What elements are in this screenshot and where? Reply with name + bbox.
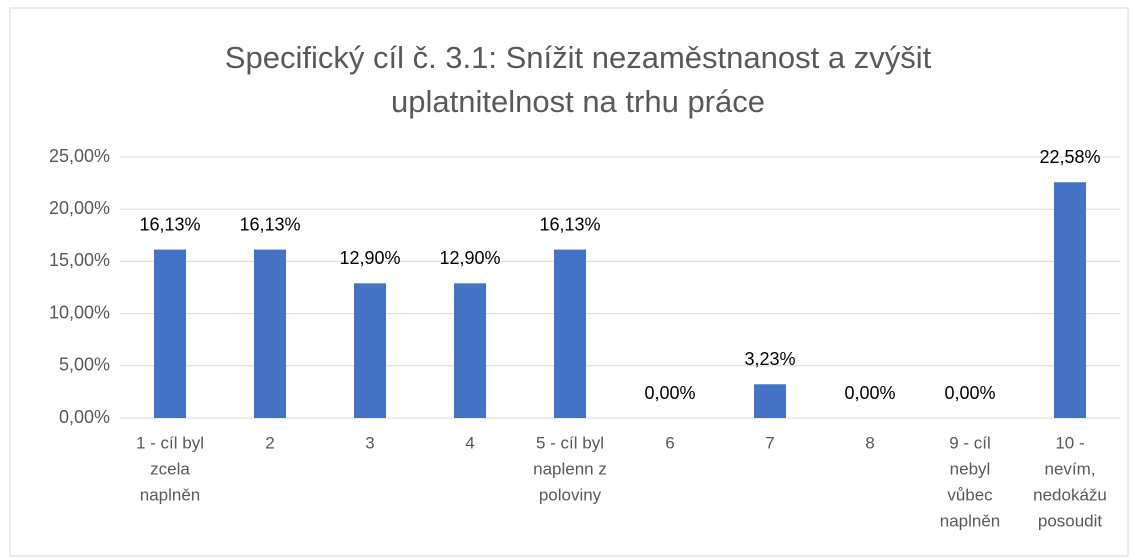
x-tick-label: vůbec — [947, 485, 993, 504]
x-tick-label: 10 - — [1055, 433, 1084, 452]
x-tick-label: naplněn — [140, 485, 201, 504]
data-label: 3,23% — [744, 349, 795, 369]
data-label: 12,90% — [439, 248, 500, 268]
x-tick-label: posoudit — [1038, 511, 1103, 530]
x-tick-label: nevím, — [1044, 459, 1095, 478]
x-tick-label: 1 - cíl byl — [136, 433, 204, 452]
x-tick-label: nedokážu — [1033, 485, 1107, 504]
x-tick-label: naplněn — [940, 511, 1001, 530]
data-label: 22,58% — [1039, 147, 1100, 167]
data-label: 16,13% — [139, 214, 200, 234]
bar — [154, 249, 186, 418]
x-tick-label: zcela — [150, 459, 190, 478]
x-tick-label: 3 — [365, 433, 374, 452]
bar — [754, 384, 786, 418]
bar — [354, 283, 386, 418]
y-tick-label: 10,00% — [49, 302, 110, 322]
x-tick-label: 6 — [665, 433, 674, 452]
data-label: 16,13% — [539, 214, 600, 234]
data-label: 12,90% — [339, 248, 400, 268]
x-tick-label: 7 — [765, 433, 774, 452]
bar — [254, 249, 286, 418]
bar — [554, 249, 586, 418]
x-tick-label: poloviny — [539, 485, 602, 504]
y-tick-label: 15,00% — [49, 250, 110, 270]
x-tick-label: 8 — [865, 433, 874, 452]
x-tick-label: 4 — [465, 433, 474, 452]
y-tick-label: 20,00% — [49, 198, 110, 218]
x-tick-label: 9 - cíl — [949, 433, 991, 452]
y-tick-label: 0,00% — [59, 407, 110, 427]
x-tick-label: nebyl — [950, 459, 991, 478]
chart-title: Specifický cíl č. 3.1: Snížit nezaměstna… — [224, 40, 932, 119]
y-tick-label: 25,00% — [49, 146, 110, 166]
data-label: 0,00% — [944, 383, 995, 403]
chart-border — [9, 7, 1129, 557]
data-label: 16,13% — [239, 214, 300, 234]
bar — [454, 283, 486, 418]
bar — [1054, 182, 1086, 418]
data-label: 0,00% — [844, 383, 895, 403]
x-tick-label: 2 — [265, 433, 274, 452]
data-label: 0,00% — [644, 383, 695, 403]
x-tick-label: 5 - cíl byl — [536, 433, 604, 452]
x-tick-label: naplenn z — [533, 459, 607, 478]
y-tick-label: 5,00% — [59, 355, 110, 375]
